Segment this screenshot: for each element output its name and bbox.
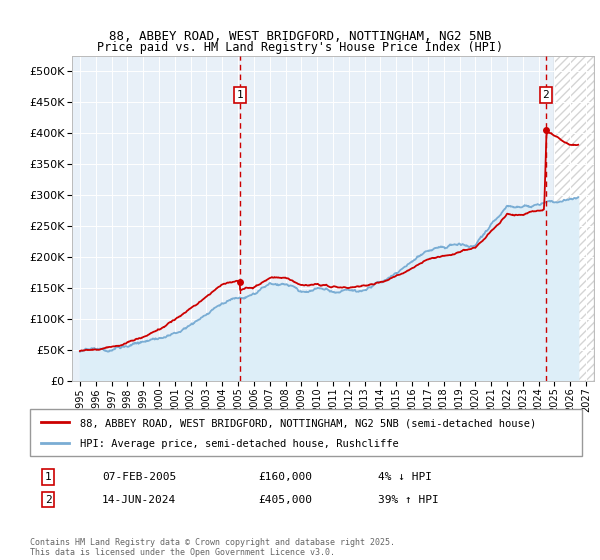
- Text: Price paid vs. HM Land Registry's House Price Index (HPI): Price paid vs. HM Land Registry's House …: [97, 41, 503, 54]
- Text: 4% ↓ HPI: 4% ↓ HPI: [378, 472, 432, 482]
- Text: 1: 1: [236, 90, 243, 100]
- Text: 39% ↑ HPI: 39% ↑ HPI: [378, 494, 439, 505]
- Text: 88, ABBEY ROAD, WEST BRIDGFORD, NOTTINGHAM, NG2 5NB: 88, ABBEY ROAD, WEST BRIDGFORD, NOTTINGH…: [109, 30, 491, 43]
- Text: 88, ABBEY ROAD, WEST BRIDGFORD, NOTTINGHAM, NG2 5NB (semi-detached house): 88, ABBEY ROAD, WEST BRIDGFORD, NOTTINGH…: [80, 418, 536, 428]
- Bar: [554, 56, 594, 381]
- Text: £160,000: £160,000: [258, 472, 312, 482]
- Text: 2: 2: [44, 494, 52, 505]
- Text: 1: 1: [44, 472, 52, 482]
- Text: 2: 2: [542, 90, 549, 100]
- Text: 14-JUN-2024: 14-JUN-2024: [102, 494, 176, 505]
- Text: HPI: Average price, semi-detached house, Rushcliffe: HPI: Average price, semi-detached house,…: [80, 439, 398, 449]
- Text: Contains HM Land Registry data © Crown copyright and database right 2025.
This d: Contains HM Land Registry data © Crown c…: [30, 538, 395, 557]
- Bar: [554, 56, 594, 381]
- Text: £405,000: £405,000: [258, 494, 312, 505]
- FancyBboxPatch shape: [30, 409, 582, 456]
- Text: 07-FEB-2005: 07-FEB-2005: [102, 472, 176, 482]
